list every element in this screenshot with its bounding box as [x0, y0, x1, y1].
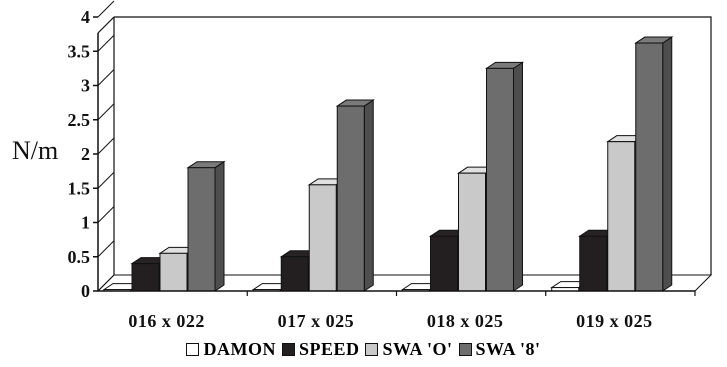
y-tick-label: 3	[81, 76, 90, 96]
legend-label: DAMON	[203, 339, 276, 359]
y-tick-diagonal	[97, 171, 115, 189]
y-tick-diagonal	[97, 0, 115, 18]
y-tick-label: 2	[81, 144, 90, 164]
y-tick-label: 1.5	[68, 178, 91, 198]
legend-swatch	[365, 343, 379, 356]
bar-front	[458, 172, 486, 292]
back-wall	[114, 16, 712, 275]
y-tick-diagonal	[97, 34, 115, 52]
bars	[102, 36, 674, 292]
x-axis: 016 x 022 017 x 025 018 x 025 019 x 025	[98, 290, 696, 331]
legend-label: SPEED	[298, 339, 360, 359]
y-tick-label: 0.5	[68, 247, 91, 267]
y-tick-label: 3.5	[68, 41, 91, 61]
legend-item: SPEED	[281, 339, 360, 360]
y-axis: 0 0.5 1 1.5 2 2.5 3 3.5 4	[68, 0, 115, 301]
y-tick-diagonal	[97, 274, 115, 292]
y-tick-diagonal	[97, 103, 115, 121]
bar-front	[336, 105, 365, 292]
x-tick-label: 019 x 025	[576, 311, 653, 331]
bar-side	[214, 160, 225, 292]
bar-front	[308, 184, 337, 292]
bar-front	[430, 235, 458, 292]
legend-swatch	[281, 343, 295, 356]
y-tick-label: 2.5	[68, 110, 91, 130]
legend-label: SWA 'O'	[382, 339, 453, 359]
bar-front	[635, 42, 664, 292]
bar-front	[187, 167, 216, 292]
bar-front	[280, 256, 309, 292]
bar-side	[513, 61, 523, 292]
legend-item: DAMON	[186, 339, 276, 360]
legend-label: SWA '8'	[475, 339, 541, 359]
x-tick-label: 016 x 022	[128, 311, 205, 331]
legend-swatch	[186, 343, 200, 356]
bar-front	[486, 67, 514, 292]
y-axis-label: N/m	[12, 136, 59, 165]
bar-front	[607, 141, 636, 292]
x-tick-label: 018 x 025	[427, 311, 504, 331]
legend-item: SWA '8'	[458, 339, 541, 360]
bar-front	[131, 263, 160, 292]
y-tick-label: 4	[81, 7, 90, 27]
y-axis-top-edge	[97, 16, 115, 34]
y-tick-diagonal	[97, 206, 115, 223]
bar-swa-8-4	[634, 36, 674, 292]
y-tick-diagonal	[97, 69, 115, 86]
y-tick-diagonal	[97, 240, 115, 258]
bar-front	[579, 235, 608, 292]
y-tick-diagonal	[97, 137, 115, 155]
y-tick-label: 0	[81, 281, 90, 301]
legend: DAMON SPEED SWA 'O' SWA '8'	[0, 339, 727, 361]
bar-swa-8-3	[484, 61, 525, 292]
x-tick-label: 017 x 025	[278, 311, 355, 331]
legend-swatch	[458, 343, 472, 356]
y-tick-label: 1	[81, 213, 90, 233]
bar-side	[363, 99, 374, 292]
legend-item: SWA 'O'	[365, 339, 452, 360]
bar-side	[662, 36, 673, 292]
bar-swa-8-1	[186, 160, 226, 292]
bar-front	[159, 252, 188, 292]
bar-swa-8-2	[335, 99, 375, 292]
